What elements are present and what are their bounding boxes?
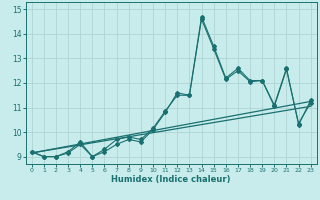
X-axis label: Humidex (Indice chaleur): Humidex (Indice chaleur) — [111, 175, 231, 184]
